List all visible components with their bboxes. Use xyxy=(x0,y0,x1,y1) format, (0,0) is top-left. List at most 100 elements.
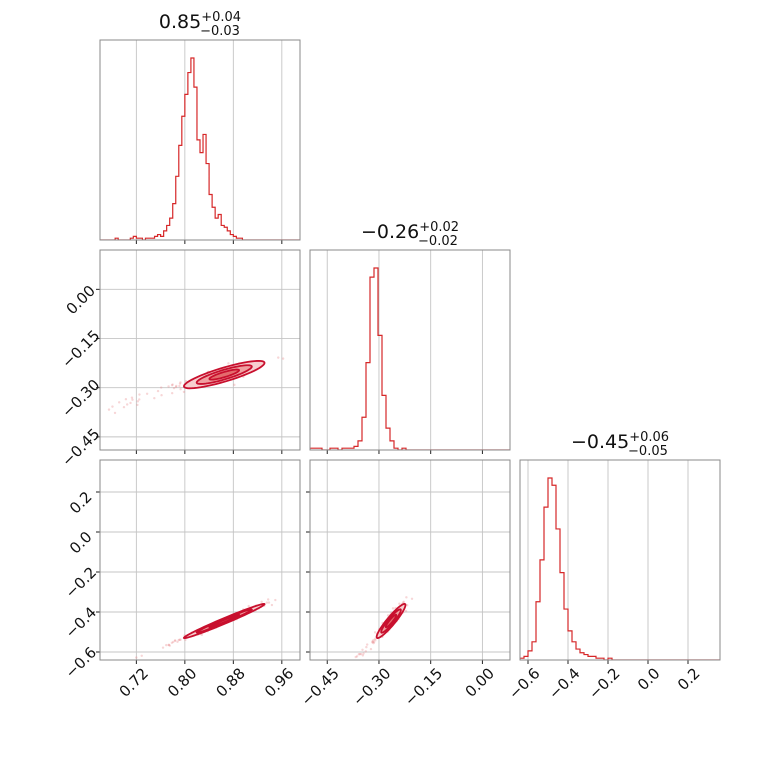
scatter-point xyxy=(174,385,178,389)
x-tick-label: 0.96 xyxy=(261,664,297,700)
scatter-panel-0-1: 0.00 −0.15−0.30−0.45 xyxy=(58,249,301,470)
scatter-point xyxy=(267,601,271,604)
title-minus: −0.03 xyxy=(200,24,240,39)
contour-line-mid xyxy=(195,608,253,634)
contour-line-outer xyxy=(182,603,266,639)
gridlines xyxy=(135,40,283,240)
scatter-point xyxy=(136,403,139,407)
x-tick-label: 0.0 xyxy=(634,664,664,694)
scatter-point xyxy=(265,601,269,604)
scatter-point xyxy=(131,398,134,401)
histogram-line xyxy=(520,477,720,660)
y-tick-label: −0.30 xyxy=(58,376,103,421)
panel-frame xyxy=(99,459,301,661)
y-tick-label: −0.6 xyxy=(62,643,100,681)
scatter-point xyxy=(140,654,143,657)
scatter-point xyxy=(138,393,141,396)
scatter-point xyxy=(124,398,128,401)
scatter-point xyxy=(156,389,160,393)
scatter-panel-0-2: 0.72 0.80 0.88 0.96 0.2 0.0 −0.2−0.4−0.6 xyxy=(62,459,301,701)
y-tick-label: −0.45 xyxy=(58,425,103,470)
scatter-point xyxy=(372,638,375,642)
scatter-point xyxy=(118,664,120,666)
title-plus: +0.02 xyxy=(419,220,459,235)
scatter-point xyxy=(357,653,361,656)
panel-frame xyxy=(519,459,721,661)
scatter-point xyxy=(160,386,163,389)
scatter-point xyxy=(179,381,182,384)
contour-fill-inner xyxy=(209,369,240,380)
contour-line-mid xyxy=(195,364,253,385)
scatter-point xyxy=(260,600,263,603)
scatter-point xyxy=(270,603,274,607)
scatter-point xyxy=(177,638,180,642)
scatter-point xyxy=(117,401,121,404)
scatter-point xyxy=(372,640,376,644)
gridlines xyxy=(310,460,510,660)
scatter-point xyxy=(373,631,377,634)
scatter-point xyxy=(365,645,368,649)
scatter-point xyxy=(168,644,171,647)
scatter-point xyxy=(167,643,171,646)
scatter-content xyxy=(107,356,285,415)
x-tick-label: 0.72 xyxy=(116,664,152,700)
title-median: −0.26 xyxy=(361,221,419,243)
x-tick-label: 0.2 xyxy=(674,664,704,694)
scatter-content xyxy=(348,596,414,668)
scatter-point xyxy=(369,647,373,651)
contour-line-outer xyxy=(183,359,266,390)
panel-frame xyxy=(99,249,301,451)
histogram-panel-1: −0.26+0.02 −0.02 xyxy=(309,220,511,454)
contour-fill-inner xyxy=(385,614,397,628)
scatter-point xyxy=(364,650,367,653)
y-tick-label: 0.0 xyxy=(66,528,96,558)
scatter-point xyxy=(172,386,176,390)
panel-frame xyxy=(99,39,301,241)
scatter-point xyxy=(160,394,163,397)
panel-frame xyxy=(309,249,511,451)
scatter-point xyxy=(130,396,134,399)
scatter-point xyxy=(122,405,126,409)
x-tick-label: 0.00 xyxy=(462,664,498,700)
histogram-title: −0.26+0.02 −0.02 xyxy=(361,220,459,249)
scatter-point xyxy=(359,652,363,656)
scatter-point xyxy=(178,384,181,388)
histogram-panel-2: −0.45+0.06 −0.05 xyxy=(519,430,721,664)
scatter-point xyxy=(171,383,174,386)
scatter-point xyxy=(391,607,395,610)
x-tick-label: −0.4 xyxy=(545,664,583,702)
scatter-point xyxy=(184,638,187,642)
scatter-point xyxy=(138,398,141,401)
scatter-point xyxy=(348,662,350,664)
scatter-point xyxy=(349,666,351,668)
scatter-point xyxy=(129,401,132,405)
scatter-point xyxy=(353,662,355,664)
scatter-point xyxy=(247,604,250,608)
title-median: 0.85 xyxy=(159,11,201,33)
title-minus: −0.02 xyxy=(418,234,458,249)
scatter-point xyxy=(173,639,177,642)
contour-line-inner xyxy=(384,613,398,629)
scatter-point xyxy=(274,598,277,602)
scatter-point xyxy=(410,597,414,600)
gridlines xyxy=(100,250,300,450)
scatter-point xyxy=(358,652,362,656)
scatter-point xyxy=(374,637,377,641)
scatter-point xyxy=(135,656,138,659)
scatter-point xyxy=(266,598,270,601)
scatter-point xyxy=(365,643,369,646)
x-axis-param-2: −0.6 −0.4 −0.2 0.0 0.2 xyxy=(505,664,703,702)
contour-line-mid xyxy=(380,608,402,634)
scatter-point xyxy=(372,641,375,645)
scatter-point xyxy=(361,654,365,657)
scatter-point xyxy=(170,641,174,644)
scatter-point xyxy=(176,640,179,643)
scatter-point xyxy=(355,655,359,658)
scatter-point xyxy=(178,638,181,641)
scatter-point xyxy=(362,652,365,655)
histogram-title: 0.85+0.04 −0.03 xyxy=(159,10,241,39)
y-tick-label: 0.00 xyxy=(63,282,99,318)
scatter-point xyxy=(182,390,186,394)
scatter-point xyxy=(107,667,109,669)
